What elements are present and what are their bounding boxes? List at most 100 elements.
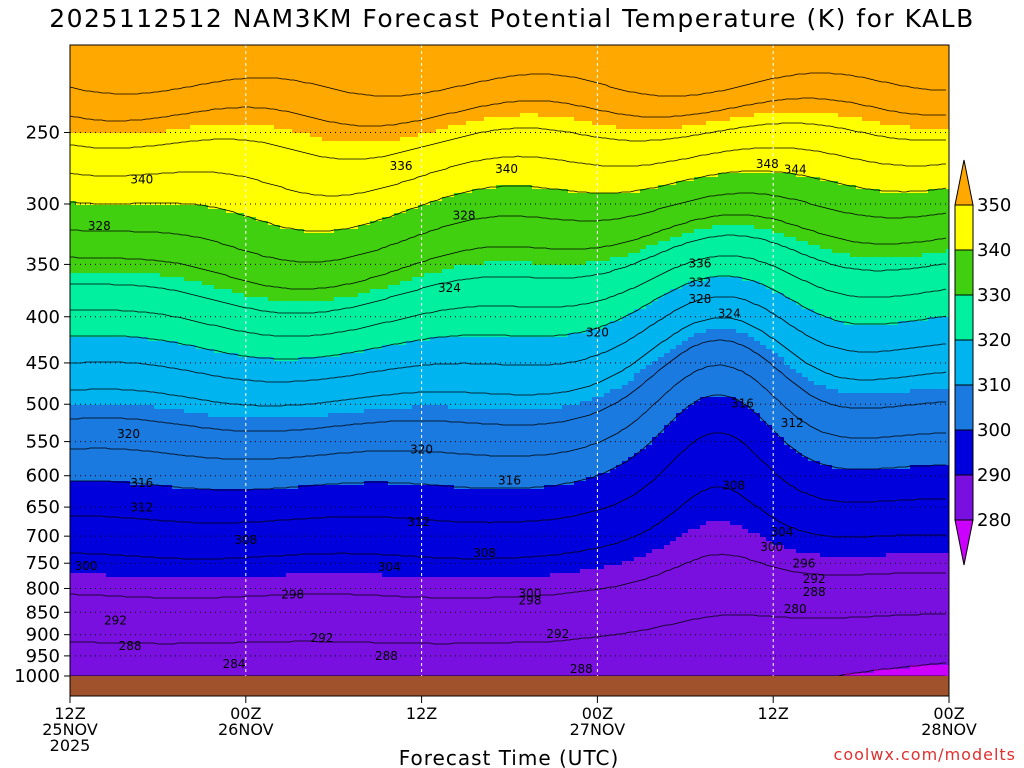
heatmap-cell bbox=[652, 145, 659, 150]
heatmap-cell bbox=[808, 173, 815, 178]
heatmap-cell bbox=[748, 129, 755, 134]
heatmap-cell bbox=[70, 117, 77, 122]
heatmap-cell bbox=[328, 133, 335, 138]
heatmap-cell bbox=[550, 141, 557, 146]
heatmap-cell bbox=[622, 81, 629, 86]
heatmap-cell bbox=[724, 53, 731, 58]
heatmap-cell bbox=[250, 113, 257, 118]
heatmap-cell bbox=[166, 153, 173, 158]
heatmap-cell bbox=[148, 165, 155, 170]
heatmap-cell bbox=[790, 85, 797, 90]
heatmap-cell bbox=[916, 61, 923, 66]
heatmap-cell bbox=[142, 141, 149, 146]
heatmap-cell bbox=[268, 161, 275, 166]
heatmap-cell bbox=[196, 97, 203, 102]
heatmap-cell bbox=[862, 109, 869, 114]
heatmap-cell bbox=[640, 77, 647, 82]
heatmap-cell bbox=[934, 77, 941, 82]
heatmap-cell bbox=[676, 133, 683, 138]
heatmap-cell bbox=[568, 77, 575, 82]
heatmap-cell bbox=[670, 141, 677, 146]
heatmap-cell bbox=[442, 49, 449, 54]
heatmap-cell bbox=[802, 149, 809, 154]
heatmap-cell bbox=[346, 149, 353, 154]
heatmap-cell bbox=[202, 157, 209, 162]
heatmap-cell bbox=[688, 61, 695, 66]
heatmap-cell bbox=[850, 129, 857, 134]
heatmap-cell bbox=[298, 105, 305, 110]
heatmap-cell bbox=[118, 161, 125, 166]
heatmap-cell bbox=[718, 173, 725, 178]
heatmap-cell bbox=[298, 153, 305, 158]
heatmap-cell bbox=[838, 105, 845, 110]
heatmap-cell bbox=[100, 161, 107, 166]
heatmap-cell bbox=[490, 169, 497, 174]
heatmap-cell bbox=[874, 161, 881, 166]
heatmap-cell bbox=[532, 149, 539, 154]
heatmap-cell bbox=[874, 73, 881, 78]
heatmap-cell bbox=[892, 173, 899, 178]
heatmap-cell bbox=[916, 65, 923, 70]
heatmap-cell bbox=[664, 65, 671, 70]
heatmap-cell bbox=[544, 177, 551, 182]
heatmap-cell bbox=[406, 177, 413, 182]
heatmap-cell bbox=[352, 169, 359, 174]
heatmap-cell bbox=[526, 137, 533, 142]
heatmap-cell bbox=[310, 97, 317, 102]
heatmap-cell bbox=[808, 49, 815, 54]
heatmap-cell bbox=[262, 97, 269, 102]
heatmap-cell bbox=[274, 85, 281, 90]
heatmap-cell bbox=[646, 93, 653, 98]
heatmap-cell bbox=[838, 137, 845, 142]
heatmap-cell bbox=[688, 105, 695, 110]
heatmap-cell bbox=[532, 113, 539, 118]
heatmap-cell bbox=[904, 93, 911, 98]
heatmap-cell bbox=[268, 125, 275, 130]
heatmap-cell bbox=[430, 65, 437, 70]
heatmap-cell bbox=[352, 85, 359, 90]
heatmap-cell bbox=[586, 45, 593, 50]
heatmap-cell bbox=[634, 93, 641, 98]
heatmap-cell bbox=[466, 81, 473, 86]
heatmap-cell bbox=[700, 145, 707, 150]
heatmap-cell bbox=[496, 53, 503, 58]
heatmap-cell bbox=[646, 137, 653, 142]
heatmap-cell bbox=[784, 133, 791, 138]
heatmap-cell bbox=[646, 65, 653, 70]
heatmap-cell bbox=[904, 65, 911, 70]
heatmap-cell bbox=[178, 153, 185, 158]
heatmap-cell bbox=[484, 57, 491, 62]
heatmap-cell bbox=[700, 121, 707, 126]
heatmap-cell bbox=[382, 121, 389, 126]
heatmap-cell bbox=[484, 145, 491, 150]
heatmap-cell bbox=[208, 157, 215, 162]
heatmap-cell bbox=[520, 133, 527, 138]
heatmap-cell bbox=[442, 77, 449, 82]
heatmap-cell bbox=[460, 141, 467, 146]
heatmap-cell bbox=[670, 57, 677, 62]
heatmap-cell bbox=[808, 97, 815, 102]
heatmap-cell bbox=[544, 53, 551, 58]
heatmap-cell bbox=[310, 149, 317, 154]
heatmap-cell bbox=[526, 165, 533, 170]
heatmap-cell bbox=[364, 177, 371, 182]
heatmap-cell bbox=[376, 69, 383, 74]
heatmap-cell bbox=[160, 65, 167, 70]
heatmap-cell bbox=[136, 113, 143, 118]
heatmap-cell bbox=[502, 97, 509, 102]
heatmap-cell bbox=[322, 145, 329, 150]
heatmap-cell bbox=[904, 153, 911, 158]
heatmap-cell bbox=[574, 105, 581, 110]
heatmap-cell bbox=[760, 129, 767, 134]
heatmap-cell bbox=[808, 121, 815, 126]
heatmap-cell bbox=[436, 85, 443, 90]
heatmap-cell bbox=[172, 81, 179, 86]
heatmap-cell bbox=[502, 161, 509, 166]
heatmap-cell bbox=[232, 141, 239, 146]
heatmap-cell bbox=[478, 73, 485, 78]
heatmap-cell bbox=[580, 125, 587, 130]
heatmap-cell bbox=[286, 157, 293, 162]
heatmap-cell bbox=[880, 101, 887, 106]
heatmap-cell bbox=[688, 45, 695, 50]
heatmap-cell bbox=[532, 45, 539, 50]
